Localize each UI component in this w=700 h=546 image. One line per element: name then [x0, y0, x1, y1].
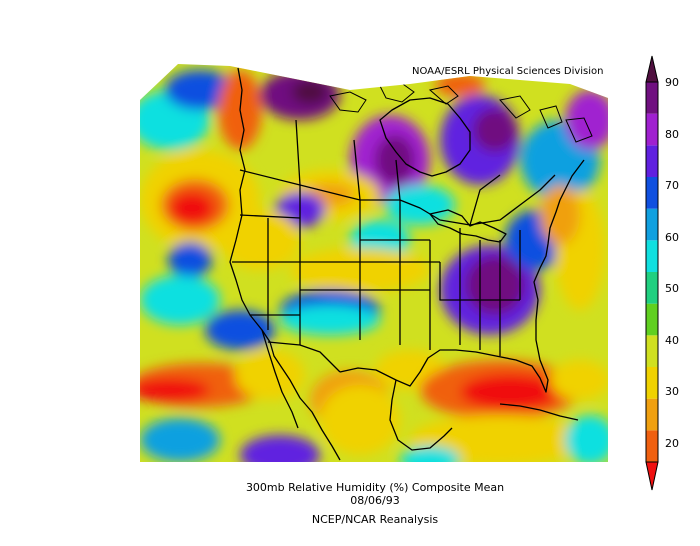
state-lines-west	[232, 185, 430, 345]
field-cyan-lakes	[385, 185, 455, 225]
field-darkpurple-canada	[375, 135, 415, 185]
field-yellow-caribbean	[550, 360, 608, 400]
map-title: 300mb Relative Humidity (%) Composite Me…	[245, 481, 505, 494]
field-cyan-south	[400, 446, 460, 462]
field-darkpurple-hudson	[473, 108, 517, 152]
colorbar-band	[646, 208, 658, 241]
field-cyan-southwest	[280, 305, 380, 335]
field-red-gulf	[460, 374, 560, 410]
colorbar-tick-label: 70	[665, 179, 679, 193]
colorbar-band	[646, 367, 658, 399]
credit-label: NOAA/ESRL Physical Sciences Division	[412, 66, 604, 77]
field-red-west	[170, 192, 214, 224]
field-orange-arctic	[435, 73, 485, 97]
field-purple-south	[240, 435, 320, 462]
cuba	[499, 403, 579, 421]
colorbar-tick-label: 50	[665, 282, 679, 296]
colorbar-band	[646, 145, 658, 177]
gulf-coast	[339, 299, 549, 393]
state-lines-central	[360, 200, 521, 356]
humidity-field	[140, 64, 608, 462]
field-blue-nw	[165, 70, 235, 110]
west-coastline	[229, 67, 341, 461]
colorbar-band	[646, 303, 658, 336]
colorbar	[640, 52, 700, 492]
colorbar-band	[646, 335, 658, 367]
field-yellow-mexico	[235, 350, 305, 400]
colorbar-tick-label: 60	[665, 230, 679, 244]
great-lakes	[429, 209, 507, 243]
colorbar-band	[646, 113, 658, 146]
field-blue-sw	[140, 418, 220, 462]
colorbar-band	[646, 430, 658, 462]
arctic-islands	[329, 81, 593, 143]
map-date: 08/06/93	[350, 494, 400, 507]
colorbar-tick-label: 80	[665, 127, 679, 141]
baja-coast	[261, 329, 299, 429]
colorbar-band	[646, 82, 658, 114]
colorbar-segments	[645, 55, 659, 491]
field-blue-baja	[205, 310, 275, 350]
mexico-east-coast	[389, 379, 453, 451]
field-cyan-pacific	[140, 275, 220, 325]
canada-provinces	[295, 119, 501, 226]
colorbar-tick-label: 30	[665, 385, 679, 399]
us-canada-border	[239, 169, 556, 226]
colorbar-top-cap	[645, 55, 659, 83]
colorbar-graphic	[645, 55, 659, 491]
field-yellow-mexico-south	[320, 385, 400, 455]
map-source: NCEP/NCAR Reanalysis	[311, 513, 439, 526]
colorbar-band	[646, 398, 658, 431]
boundaries	[229, 67, 585, 461]
field-yellow-rockies	[220, 210, 300, 270]
colorbar-band	[646, 272, 658, 304]
colorbar-band	[646, 240, 658, 272]
colorbar-tick-label: 20	[665, 437, 679, 450]
field-purple-ne	[565, 90, 608, 150]
colorbar-outline	[645, 81, 659, 463]
colorbar-band	[646, 177, 658, 209]
colorbar-tick-label: 40	[665, 333, 679, 347]
colorbar-tick-label: 90	[665, 76, 679, 89]
field-darkpurple-north	[292, 80, 328, 104]
colorbar-bottom-cap	[645, 461, 659, 491]
east-coast	[533, 159, 585, 301]
field-cyan-se	[565, 415, 608, 462]
hudson-bay	[379, 97, 471, 177]
field-darkpurple-east	[465, 255, 525, 315]
field-orange-atlantic	[540, 185, 580, 245]
us-mexico-border	[267, 341, 341, 373]
field-red-pacific-south	[140, 378, 210, 402]
field-blue-pacific	[168, 242, 212, 278]
